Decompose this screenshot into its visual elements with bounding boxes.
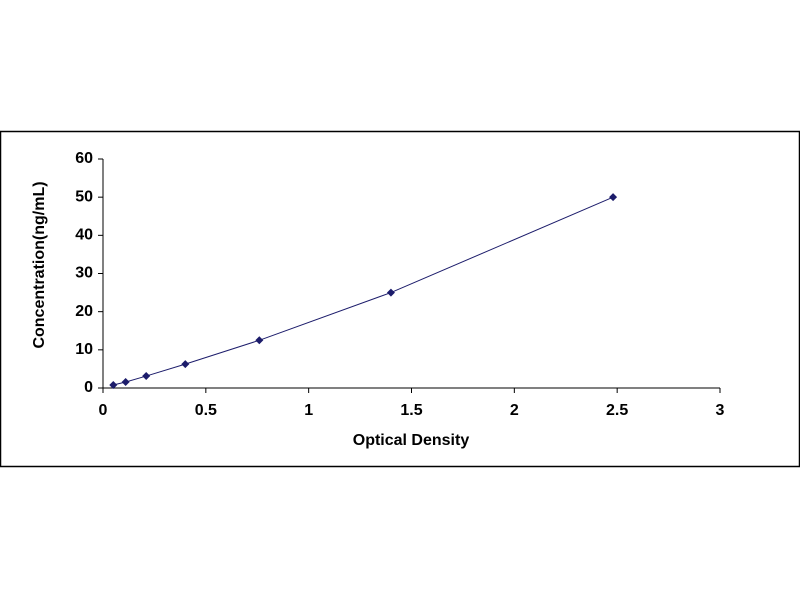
y-tick-label: 60: [75, 150, 93, 167]
y-tick-label: 0: [84, 379, 93, 396]
x-tick-label: 1.5: [400, 402, 422, 419]
chart-frame: [0, 130, 800, 468]
x-tick-label: 0.5: [195, 402, 217, 419]
y-tick-label: 40: [75, 227, 93, 244]
data-point: [142, 372, 151, 381]
x-tick-label: 2: [510, 402, 519, 419]
y-axis-title: Concentration(ng/mL): [31, 181, 48, 348]
y-tick-label: 20: [75, 303, 93, 320]
y-tick-label: 10: [75, 341, 93, 358]
data-point: [121, 378, 130, 387]
data-point: [609, 193, 618, 202]
data-point: [181, 360, 190, 369]
x-tick-label: 0: [99, 402, 108, 419]
data-point: [386, 288, 395, 297]
x-axis-title: Optical Density: [353, 432, 470, 449]
data-point: [109, 381, 118, 390]
x-tick-label: 3: [716, 402, 725, 419]
x-tick-label: 2.5: [606, 402, 628, 419]
data-point: [255, 336, 264, 345]
y-tick-label: 50: [75, 188, 93, 205]
y-tick-label: 30: [75, 265, 93, 282]
x-tick-label: 1: [304, 402, 313, 419]
